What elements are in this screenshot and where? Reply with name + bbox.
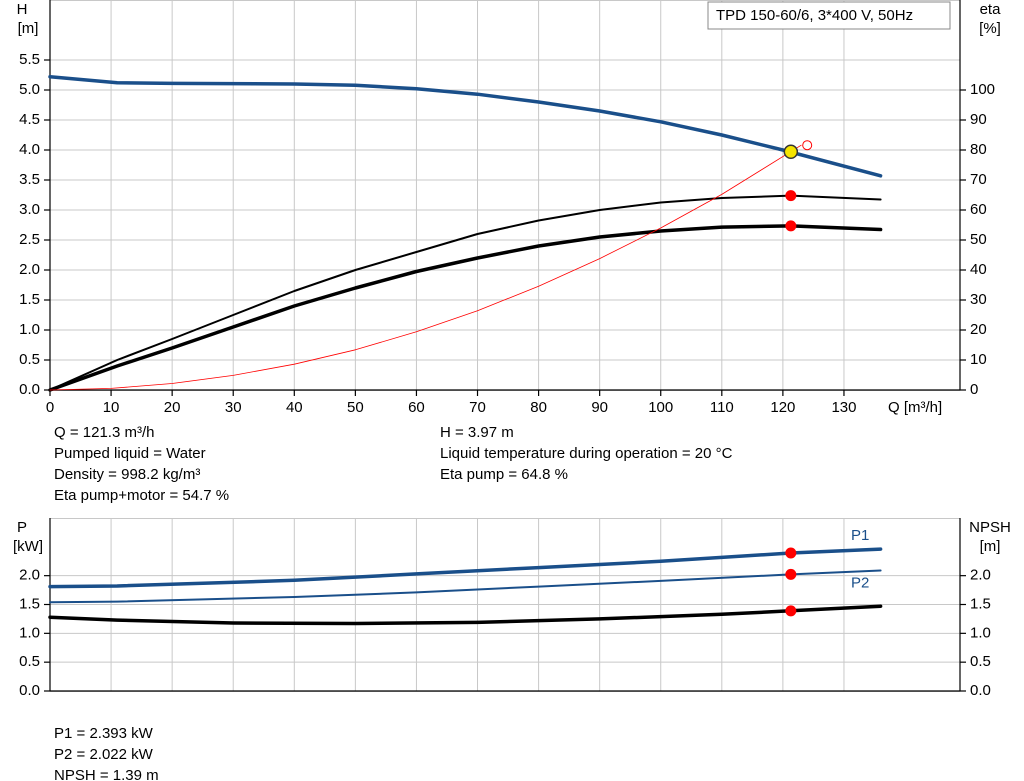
y2-tick-label: 90 (970, 111, 987, 128)
x-tick-label: 60 (408, 399, 425, 416)
y-tick-label: 2.0 (19, 567, 40, 584)
y2-tick-label: 10 (970, 351, 987, 368)
x-tick-label: 80 (530, 399, 547, 416)
y2-tick-label: 100 (970, 81, 995, 98)
y2-tick-label: 1.5 (970, 595, 991, 612)
operating-point (785, 190, 797, 202)
info-line: P1 = 2.393 kW (54, 725, 154, 742)
y-tick-label: 0.5 (19, 351, 40, 368)
info-line: Liquid temperature during operation = 20… (440, 445, 733, 462)
curve (49, 569, 882, 604)
y-axis-unit: [kW] (13, 538, 43, 555)
y-tick-label: 1.0 (19, 624, 40, 641)
curve (48, 604, 883, 626)
x-tick-label: 130 (831, 399, 856, 416)
y-axis-unit: [m] (18, 20, 39, 37)
y2-tick-label: 80 (970, 141, 987, 158)
operating-point (785, 547, 797, 559)
x-tick-label: 40 (286, 399, 303, 416)
info-line: Pumped liquid = Water (54, 445, 206, 462)
y-tick-label: 0.0 (19, 682, 40, 699)
operating-point (785, 605, 797, 617)
y-tick-label: 1.5 (19, 595, 40, 612)
x-tick-label: 120 (770, 399, 795, 416)
y-tick-label: 5.5 (19, 51, 40, 68)
curve-label: P1 (851, 527, 869, 544)
curve (48, 224, 883, 392)
title-box (707, 1, 951, 30)
y2-tick-label: 0.5 (970, 653, 991, 670)
x-tick-label: 110 (710, 399, 734, 416)
info-line: Eta pump+motor = 54.7 % (54, 487, 229, 504)
x-tick-label: 20 (164, 399, 181, 416)
y2-axis-title: NPSH (969, 519, 1011, 536)
x-tick-label: 70 (469, 399, 486, 416)
y-tick-label: 5.0 (19, 81, 40, 98)
system-curve-end (802, 140, 813, 151)
y-tick-label: 1.0 (19, 321, 40, 338)
y2-tick-label: 0 (970, 381, 978, 398)
x-tick-label: 0 (46, 399, 54, 416)
y2-axis-unit: [%] (979, 20, 1001, 37)
info-line: Eta pump = 64.8 % (440, 466, 568, 483)
y2-tick-label: 1.0 (970, 624, 991, 641)
operating-point (785, 220, 797, 232)
y-tick-label: 2.0 (19, 261, 40, 278)
y-axis-title: H (17, 1, 28, 18)
operating-point (785, 568, 797, 580)
info-line: H = 3.97 m (440, 424, 514, 441)
y2-tick-label: 40 (970, 261, 987, 278)
y2-tick-label: 20 (970, 321, 987, 338)
x-tick-label: 100 (648, 399, 673, 416)
info-line: Q = 121.3 m³/h (54, 424, 154, 441)
curve (48, 547, 883, 589)
y2-tick-label: 2.0 (970, 567, 991, 584)
operating-point (783, 144, 799, 160)
x-tick-label: 10 (103, 399, 120, 416)
y-tick-label: 0.0 (19, 381, 40, 398)
plot-frame (49, 0, 961, 391)
y-tick-label: 3.0 (19, 201, 40, 218)
curve (49, 144, 802, 391)
y2-tick-label: 70 (970, 171, 987, 188)
x-tick-label: 90 (591, 399, 608, 416)
y2-tick-label: 30 (970, 291, 987, 308)
y2-tick-label: 0.0 (970, 682, 991, 699)
chart-title: TPD 150-60/6, 3*400 V, 50Hz (716, 7, 913, 24)
x-axis-title: Q [m³/h] (888, 399, 942, 416)
curve-label: P2 (851, 574, 869, 591)
y-tick-label: 0.5 (19, 653, 40, 670)
y-tick-label: 4.5 (19, 111, 40, 128)
y-tick-label: 2.5 (19, 231, 40, 248)
curve (48, 75, 883, 178)
y-tick-label: 1.5 (19, 291, 40, 308)
x-tick-label: 30 (225, 399, 242, 416)
x-tick-label: 50 (347, 399, 364, 416)
info-line: P2 = 2.022 kW (54, 746, 154, 763)
y-axis-title: P (17, 519, 27, 536)
info-line: NPSH = 1.39 m (54, 767, 159, 781)
curve (49, 194, 882, 391)
y-tick-label: 3.5 (19, 171, 40, 188)
y2-tick-label: 50 (970, 231, 987, 248)
y-tick-label: 4.0 (19, 141, 40, 158)
info-line: Density = 998.2 kg/m³ (54, 466, 200, 483)
y2-axis-unit: [m] (980, 538, 1001, 555)
y2-axis-title: eta (980, 1, 1002, 18)
y2-tick-label: 60 (970, 201, 987, 218)
